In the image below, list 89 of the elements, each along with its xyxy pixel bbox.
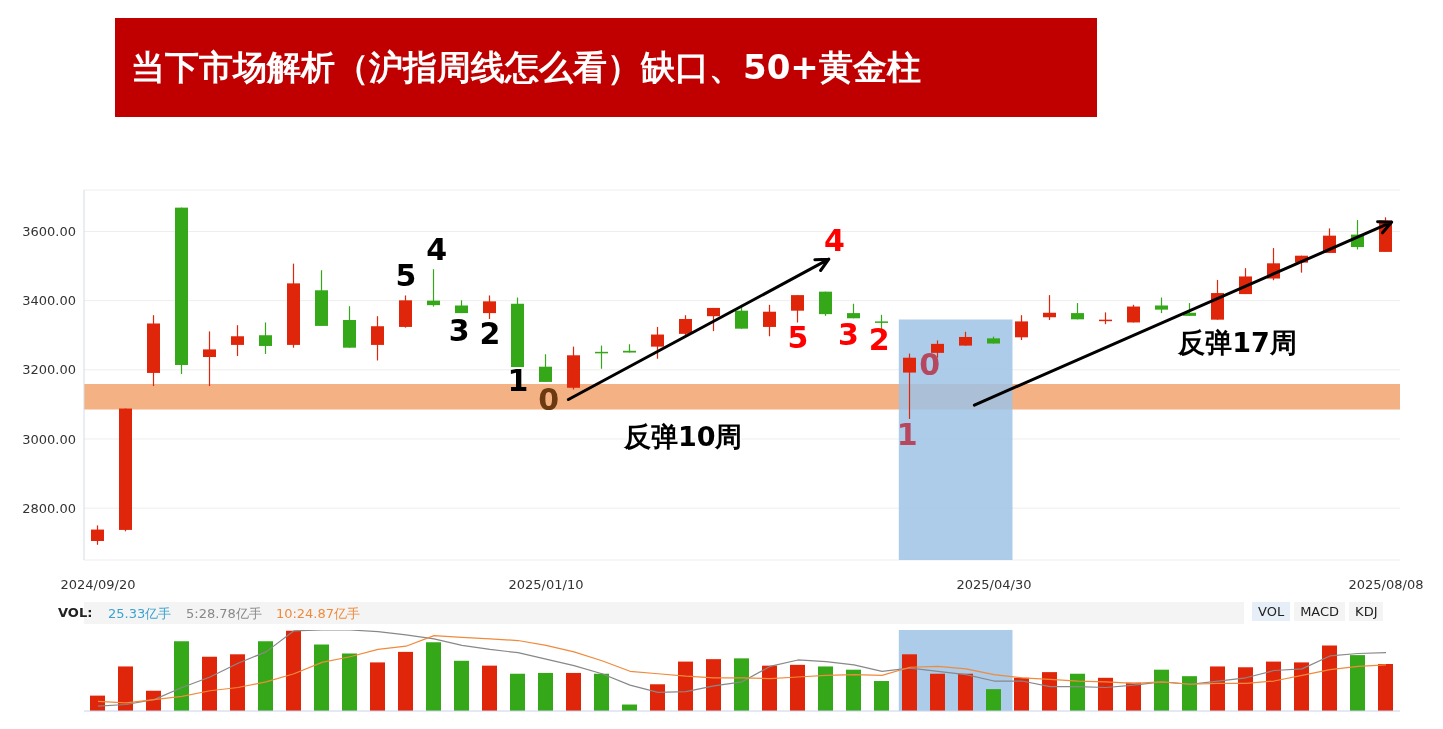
bar [1210, 666, 1225, 711]
bar [706, 659, 721, 711]
bar [118, 666, 133, 711]
text: 10:24.87亿手 [275, 605, 361, 623]
candlestick [259, 321, 272, 355]
y-tick-label: 3600.00 [22, 224, 76, 240]
bar [846, 669, 861, 711]
chart-title: 当下市场解析（沪指周线怎么看）缺口、50+黄金柱 [131, 45, 921, 89]
annotation: 2 [479, 316, 501, 351]
text: MACD [1294, 602, 1346, 621]
candlestick [483, 294, 496, 320]
candlestick [763, 304, 776, 337]
bar [902, 654, 917, 711]
bar [538, 672, 553, 711]
annotation: 5 [787, 320, 809, 356]
bar [482, 665, 497, 711]
bar [258, 641, 273, 711]
bar [454, 660, 469, 711]
bar [510, 673, 525, 711]
x-tick-label: 2025/01/10 [508, 577, 584, 593]
y-tick-label: 3400.00 [22, 293, 76, 309]
y-tick-label: 3000.00 [22, 431, 76, 447]
candlestick [679, 314, 692, 337]
x-tick-label: 2024/09/20 [60, 577, 136, 593]
candlestick [231, 324, 244, 357]
bar [1350, 655, 1365, 711]
annotation: 3 [837, 317, 859, 353]
candlestick [903, 352, 916, 420]
bar [1154, 669, 1169, 711]
bar [874, 681, 889, 711]
text: 5:28.78亿手 [186, 605, 262, 623]
annotation: 1 [507, 363, 529, 399]
x-tick-label: 2025/04/30 [956, 577, 1032, 593]
bar [202, 656, 217, 711]
candlestick [1015, 314, 1028, 341]
bar [426, 642, 441, 711]
text: KDJ [1349, 602, 1384, 621]
candlestick [371, 315, 384, 362]
bar [314, 644, 329, 711]
bar [370, 662, 385, 711]
bar [1238, 667, 1253, 711]
y-tick-label: 3200.00 [22, 362, 76, 378]
candlestick [91, 524, 104, 546]
bar [594, 673, 609, 711]
bar [986, 689, 1001, 711]
annotation: 3 [448, 312, 470, 348]
bar [1182, 676, 1197, 711]
bar [230, 654, 245, 711]
bar [1266, 661, 1281, 711]
bar [174, 641, 189, 711]
text: VOL [1252, 602, 1291, 621]
y-tick-label: 2800.00 [22, 500, 76, 516]
candlestick [791, 294, 804, 324]
x-tick-label: 2025/08/08 [1348, 577, 1424, 593]
bar [734, 658, 749, 711]
bar [1294, 662, 1309, 711]
candlestick [427, 268, 440, 308]
bar [1378, 664, 1393, 711]
bar [678, 661, 693, 711]
text: 25.33亿手 [108, 605, 172, 623]
bar [762, 665, 777, 711]
annotation: 反弹17周 [1177, 327, 1297, 359]
annotation: 0 [919, 347, 941, 383]
annotation: 4 [823, 222, 845, 258]
candlestick [539, 353, 552, 383]
bar [958, 673, 973, 711]
candlestick [203, 330, 216, 387]
bar [1014, 677, 1029, 711]
annotation: 1 [896, 417, 918, 453]
bar [650, 684, 665, 711]
annotation: 反弹10周 [622, 421, 743, 453]
annotation: 4 [426, 231, 448, 267]
bar [790, 664, 805, 711]
candlestick [1043, 294, 1056, 321]
bar [342, 653, 357, 711]
bar [1070, 673, 1085, 711]
annotation: 5 [395, 258, 417, 294]
bar [398, 651, 413, 711]
candlestick [651, 326, 664, 360]
annotation: 2 [868, 322, 890, 358]
chart-title: VOL: [58, 605, 93, 620]
annotation: 0 [538, 382, 560, 418]
bar [930, 673, 945, 711]
bar [566, 672, 581, 711]
bar [286, 630, 301, 711]
bar [1322, 645, 1337, 711]
bar [818, 666, 833, 711]
candlestick [819, 291, 832, 317]
bar [1042, 672, 1057, 711]
